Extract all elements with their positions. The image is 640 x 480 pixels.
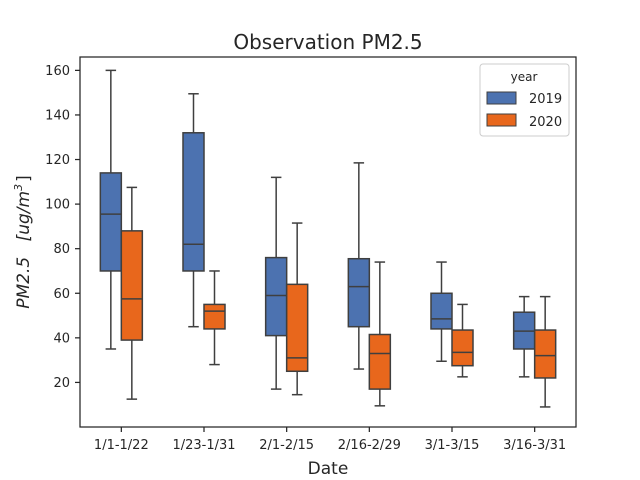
- box-2020-3/1-3/15: [451, 303, 474, 378]
- x-tick-label: 3/1-3/15: [425, 438, 480, 453]
- box-2020-1/1-1/22: [120, 186, 144, 400]
- y-tick-label: 100: [45, 198, 70, 213]
- box-iqr: [203, 303, 226, 330]
- legend-swatch-2019: [486, 91, 517, 105]
- x-tick-label: 2/1-2/15: [259, 438, 314, 453]
- y-tick-label: 120: [45, 153, 70, 168]
- legend-title: year: [511, 70, 538, 84]
- y-axis-label-unit-exponent: 3: [12, 184, 25, 191]
- y-axis-label: PM2.5 [ug/m3]: [12, 175, 34, 309]
- x-ticks: 1/1-1/22 1/23-1/31 2/1-2/15 2/16-2/29 3/1-3/…: [94, 427, 566, 453]
- box-2020-2/16-2/29: [368, 261, 392, 407]
- box-iqr: [182, 132, 205, 272]
- box-iqr: [430, 292, 453, 330]
- legend-swatch-2020: [486, 113, 517, 127]
- box-2019-3/16-3/31: [512, 295, 536, 378]
- y-tick-label: 80: [53, 242, 70, 257]
- plot-frame: [79, 56, 577, 428]
- box-iqr: [368, 333, 392, 390]
- box-2019-1/1-1/22: [99, 69, 123, 350]
- y-tick-label: 160: [45, 64, 70, 79]
- x-tick-label: 2/16-2/29: [338, 438, 401, 453]
- legend-label-2020: 2020: [529, 115, 562, 130]
- box-2019-3/1-3/15: [430, 261, 453, 362]
- x-axis-label: Date: [308, 459, 349, 479]
- box-iqr: [533, 329, 557, 379]
- box-2019-2/1-2/15: [264, 176, 288, 390]
- x-tick-label: 1/23-1/31: [172, 438, 235, 453]
- legend: year 2019 2020: [479, 63, 570, 137]
- box-iqr: [99, 172, 123, 272]
- box-iqr: [120, 230, 144, 341]
- box-iqr: [347, 257, 371, 328]
- box-2019-1/23-1/31: [182, 93, 205, 328]
- y-ticks: 20 40 60 80 100 120 140 160: [45, 64, 80, 391]
- y-axis-label-unit-close: ]: [14, 175, 34, 182]
- box-2020-3/16-3/31: [533, 295, 557, 408]
- x-tick-label: 1/1-1/22: [94, 438, 149, 453]
- box-iqr: [451, 329, 474, 367]
- box-2020-1/23-1/31: [203, 270, 226, 366]
- y-tick-label: 140: [45, 108, 70, 123]
- y-tick-label: 20: [53, 376, 70, 391]
- legend-label-2019: 2019: [529, 92, 562, 107]
- box-iqr: [285, 283, 309, 373]
- x-tick-label: 3/16-3/31: [503, 438, 566, 453]
- y-axis-label-unit: [ug/m: [14, 191, 34, 242]
- boxes-layer: [99, 69, 557, 408]
- box-2019-2/16-2/29: [347, 162, 371, 370]
- box-2020-2/1-2/15: [285, 222, 309, 396]
- chart-title: Observation PM2.5: [233, 30, 422, 54]
- box-iqr: [264, 256, 288, 337]
- y-axis-label-quantity: PM2.5: [14, 257, 34, 309]
- y-tick-label: 60: [53, 287, 70, 302]
- y-tick-label: 40: [53, 331, 70, 346]
